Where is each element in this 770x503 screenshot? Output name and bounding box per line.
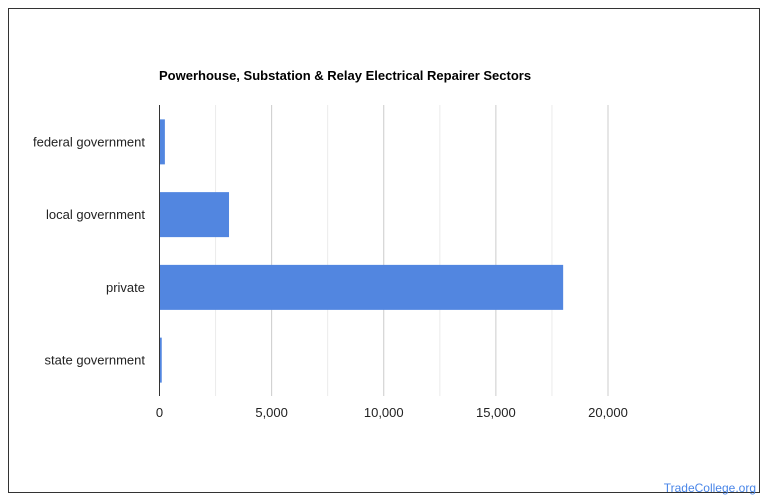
y-category-label: private	[106, 280, 145, 295]
bar	[159, 192, 230, 238]
credit-link[interactable]: TradeCollege.org	[663, 481, 756, 495]
bar	[159, 337, 162, 383]
x-tick-label: 5,000	[255, 405, 288, 420]
x-tick-label: 0	[156, 405, 163, 420]
chart-title: Powerhouse, Substation & Relay Electrica…	[159, 68, 532, 83]
x-tick-label: 15,000	[476, 405, 516, 420]
x-tick-label: 10,000	[364, 405, 404, 420]
bar	[159, 264, 564, 310]
y-category-label: state government	[45, 353, 146, 368]
bar	[159, 119, 165, 165]
y-category-label: local government	[46, 207, 145, 222]
x-tick-label: 20,000	[588, 405, 628, 420]
y-category-label: federal government	[33, 134, 145, 149]
